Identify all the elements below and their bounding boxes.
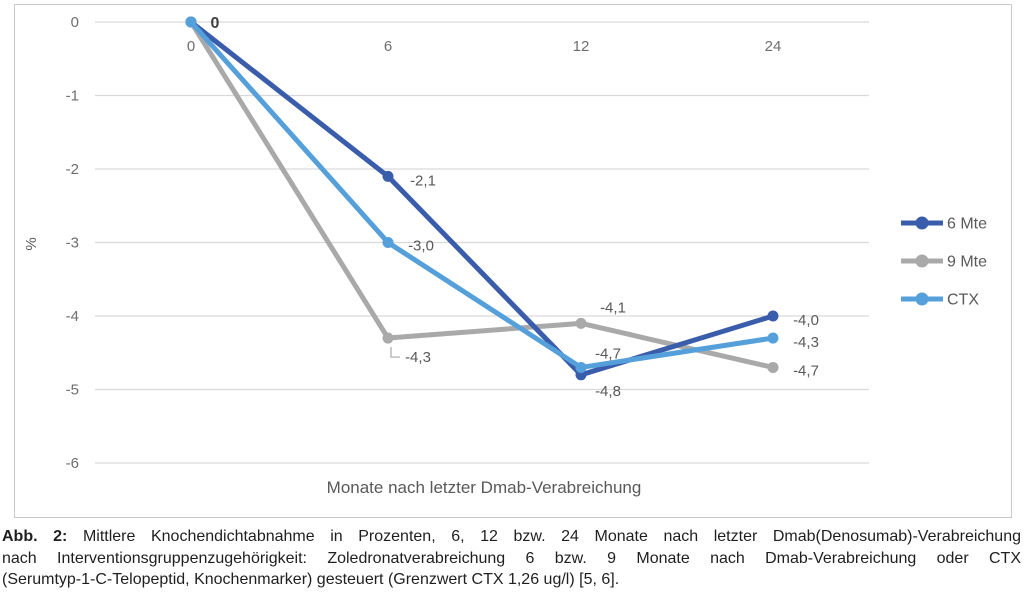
caption-label: Abb. 2: xyxy=(2,528,68,545)
label-leader-line xyxy=(390,347,400,358)
data-label: -4,0 xyxy=(793,312,819,329)
chart: 0 -1 -2 -3 -4 -5 -6 0 6 12 24 0 -2,1 -4,8 -4,0 -4,3 -4,1… xyxy=(14,4,1012,518)
data-label: -4,3 xyxy=(793,334,819,351)
legend-marker-dot xyxy=(915,216,929,230)
legend-marker-dot xyxy=(915,292,929,306)
legend-item: 9 Mte xyxy=(901,254,987,271)
legend-item: CTX xyxy=(901,292,979,309)
data-point-marker-ctx xyxy=(382,237,394,248)
y-tick-label: -5 xyxy=(66,382,79,399)
y-tick-label: -4 xyxy=(66,308,79,325)
y-tick-label: -2 xyxy=(66,161,79,178)
x-tick-label: 6 xyxy=(384,38,392,55)
y-tick-label: -3 xyxy=(66,235,79,252)
x-axis-title: Monate nach letzter Dmab-Verabreichung xyxy=(327,478,642,497)
data-label: -4,3 xyxy=(405,349,431,366)
y-axis-label: % xyxy=(23,237,40,250)
legend-marker-dot xyxy=(915,254,929,268)
legend-label: 9 Mte xyxy=(947,254,987,271)
data-label: 0 xyxy=(211,15,220,32)
data-label: -4,7 xyxy=(793,362,819,379)
data-point-marker-9-mte xyxy=(575,317,587,329)
legend-label: CTX xyxy=(947,292,979,309)
series-line-ctx xyxy=(188,19,776,370)
data-label: -4,1 xyxy=(600,299,626,316)
data-label: -4,8 xyxy=(595,383,621,400)
legend-item: 6 Mte xyxy=(901,216,987,233)
figure-caption: Abb. 2: Mittlere Knochendichtabnahme in … xyxy=(2,526,1021,591)
data-point-marker-ctx xyxy=(185,16,197,28)
data-label: -3,0 xyxy=(408,238,434,255)
x-tick-label: 0 xyxy=(187,38,195,55)
data-label: -2,1 xyxy=(410,172,436,189)
legend: 6 Mte 9 Mte CTX xyxy=(901,216,987,309)
series-line-6-mte xyxy=(188,19,776,378)
data-point-marker-9-mte xyxy=(382,332,394,344)
legend-label: 6 Mte xyxy=(947,216,987,233)
x-tick-label: 24 xyxy=(765,38,782,55)
x-tick-label: 12 xyxy=(573,38,590,55)
caption-text-1: Mittlere Knochendichtabnahme in Prozente… xyxy=(67,528,1021,545)
y-tick-label: 0 xyxy=(71,14,79,31)
caption-line-1: Abb. 2: Mittlere Knochendichtabnahme in … xyxy=(2,526,1021,548)
y-tick-label: -1 xyxy=(66,88,79,105)
y-tick-label: -6 xyxy=(66,455,79,472)
data-label: -4,7 xyxy=(595,345,621,362)
chart-canvas: 0 -1 -2 -3 -4 -5 -6 0 6 12 24 0 -2,1 -4,8 -4,0 -4,3 -4,1… xyxy=(23,14,987,497)
data-point-marker-ctx xyxy=(767,332,779,344)
data-point-marker-ctx xyxy=(575,361,587,373)
data-point-marker-6-mte xyxy=(382,170,394,182)
data-point-marker-9-mte xyxy=(767,361,779,373)
caption-line-3: (Serumtyp-1-C-Telopeptid, Knochenmarker)… xyxy=(2,571,620,588)
data-point-marker-6-mte xyxy=(767,310,779,322)
caption-line-2: nach Interventionsgruppenzugehörigkeit: … xyxy=(2,549,1021,567)
